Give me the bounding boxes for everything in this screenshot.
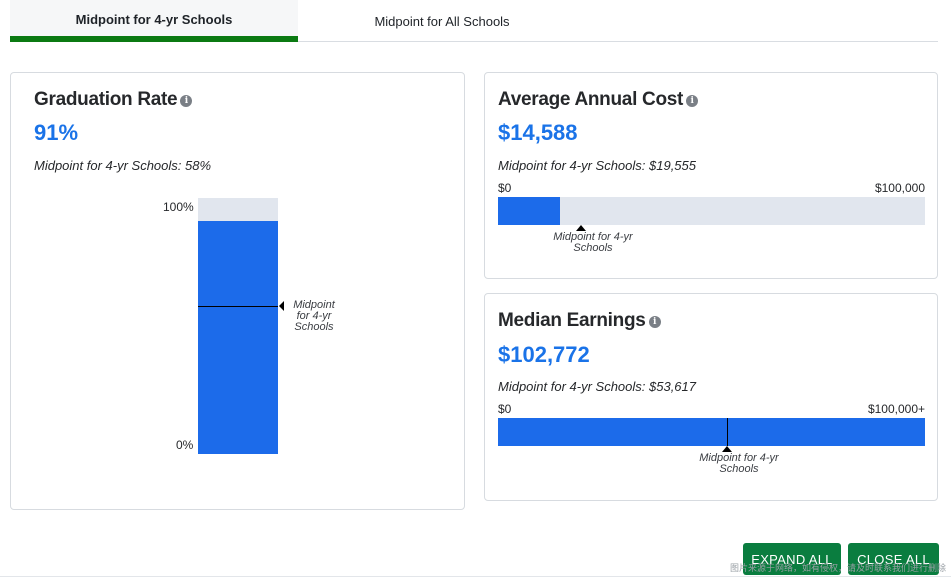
graduation-rate-title: Graduation Rate	[34, 89, 178, 110]
axis-top-label: 100%	[163, 200, 194, 214]
earnings-midpoint-label-line2: Schools	[719, 463, 759, 475]
axis-bottom-label: 0%	[176, 438, 194, 452]
earnings-range-max: $100,000+	[867, 402, 925, 416]
earnings-midpoint-arrow	[722, 446, 732, 452]
earnings-value: $102,772	[498, 342, 590, 367]
cost-range-max: $100,000	[874, 181, 925, 195]
cost-title: Average Annual Cost	[498, 89, 684, 110]
graduation-midpoint-label-line2: for 4-yr	[296, 310, 332, 322]
cost-midpoint-arrow	[576, 225, 586, 231]
average-annual-cost-card: Average Annual Cost i $14,588 Midpoint f…	[484, 72, 938, 279]
cost-title-row: Average Annual Cost i	[498, 89, 699, 111]
cost-bar-fill	[498, 197, 560, 225]
cost-midpoint-label: Midpoint for 4-yr Schools	[543, 232, 643, 254]
info-icon[interactable]: i	[648, 316, 661, 328]
tab-bar: Midpoint for 4-yr Schools Midpoint for A…	[10, 0, 938, 42]
earnings-range-min: $0	[498, 402, 512, 416]
graduation-rate-card: Graduation Rate i 91% Midpoint for 4-yr …	[10, 72, 465, 510]
expand-all-button[interactable]: EXPAND ALL	[743, 543, 841, 575]
cost-midpoint-label-line2: Schools	[573, 242, 613, 254]
earnings-midpoint-line	[727, 418, 728, 446]
earnings-title: Median Earnings	[498, 310, 646, 331]
graduation-midpoint-text: Midpoint for 4-yr Schools: 58%	[34, 158, 212, 173]
graduation-rate-value: 91%	[34, 120, 79, 145]
graduation-rate-bar-fill	[198, 221, 278, 454]
earnings-midpoint-label: Midpoint for 4-yr Schools	[689, 453, 789, 475]
graduation-midpoint-line	[198, 306, 278, 307]
cost-range-min: $0	[498, 181, 512, 195]
graduation-midpoint-label-line1: Midpoint	[293, 299, 335, 311]
info-icon[interactable]: i	[180, 95, 193, 107]
graduation-midpoint-label-line3: Schools	[294, 321, 334, 333]
graduation-rate-bar-track	[198, 198, 278, 454]
info-icon[interactable]: i	[686, 95, 699, 107]
cost-midpoint-text: Midpoint for 4-yr Schools: $19,555	[498, 158, 696, 173]
graduation-midpoint-arrow	[279, 301, 284, 311]
median-earnings-card: Median Earnings i $102,772 Midpoint for …	[484, 293, 938, 501]
earnings-title-row: Median Earnings i	[498, 310, 661, 332]
earnings-bar-fill	[498, 418, 925, 446]
earnings-midpoint-text: Midpoint for 4-yr Schools: $53,617	[498, 379, 696, 394]
tab-midpoint-4yr[interactable]: Midpoint for 4-yr Schools	[10, 0, 298, 42]
cost-midpoint-label-line1: Midpoint for 4-yr	[553, 231, 633, 243]
watermark-text: 图片来源于网络，如有侵权，请及时联系我们进行删除	[730, 563, 947, 573]
bottom-divider	[0, 576, 951, 577]
close-all-button[interactable]: CLOSE ALL	[848, 543, 939, 575]
earnings-bar-track	[498, 418, 925, 446]
graduation-rate-title-row: Graduation Rate i	[34, 89, 193, 111]
graduation-midpoint-label: Midpoint for 4-yr Schools	[284, 300, 344, 333]
cost-bar-track	[498, 197, 925, 225]
tab-midpoint-all[interactable]: Midpoint for All Schools	[374, 13, 510, 29]
cost-value: $14,588	[498, 120, 578, 145]
earnings-midpoint-label-line1: Midpoint for 4-yr	[699, 452, 779, 464]
